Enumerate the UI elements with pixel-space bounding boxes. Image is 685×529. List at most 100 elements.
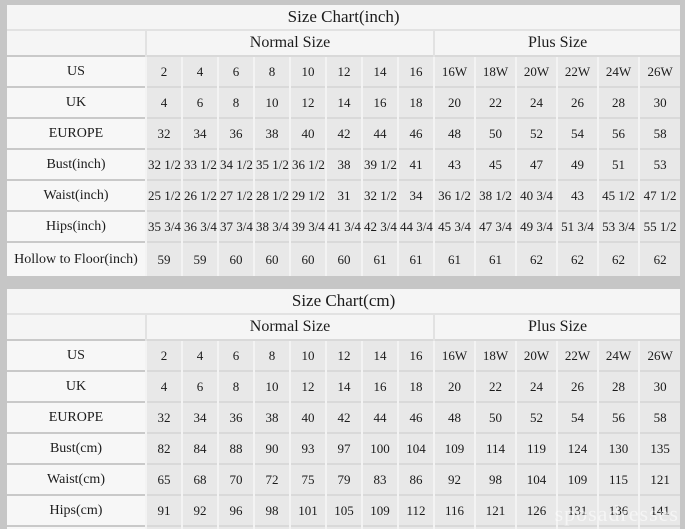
size-cell: 4	[181, 339, 218, 371]
size-cell: 45 3/4	[433, 210, 475, 242]
size-cell: 47	[515, 148, 557, 180]
size-cell: 32 1/2	[361, 179, 398, 211]
row-label-us: US	[7, 55, 146, 87]
size-cell: 16	[397, 339, 434, 371]
size-cell: 6	[181, 370, 218, 402]
size-cell: 26W	[637, 55, 681, 87]
size-cell: 24	[515, 370, 557, 402]
row-label-uk: UK	[7, 370, 146, 402]
size-cell: 93	[289, 432, 326, 464]
size-cell: 58	[637, 117, 681, 149]
size-cell: 14	[325, 86, 362, 118]
size-cell: 8	[217, 370, 254, 402]
corner-cell	[7, 313, 146, 340]
size-cell: 45	[474, 148, 516, 180]
size-cell: 47 3/4	[474, 210, 516, 242]
size-cell: 104	[397, 432, 434, 464]
size-cell: 38 3/4	[253, 210, 290, 242]
size-cell: 38 1/2	[474, 179, 516, 211]
size-cell: 14	[325, 370, 362, 402]
size-cell: 43	[433, 148, 475, 180]
size-cell: 84	[181, 432, 218, 464]
size-cell: 83	[361, 463, 398, 495]
size-cell: 8	[253, 339, 290, 371]
size-cell: 155	[474, 525, 516, 529]
size-cell: 126	[515, 494, 557, 526]
row-label-hollow-to-floor-cm: Hollow to Floor(cm)	[7, 525, 146, 529]
size-cell: 44	[361, 401, 398, 433]
row-label-hips-cm: Hips(cm)	[7, 494, 146, 526]
size-cell: 28	[597, 370, 639, 402]
size-cell: 28	[597, 86, 639, 118]
size-cell: 35 1/2	[253, 148, 290, 180]
row-label-us: US	[7, 339, 146, 371]
size-cell: 22	[474, 86, 516, 118]
size-cell: 158	[597, 525, 639, 529]
size-cell: 20W	[515, 55, 557, 87]
size-cell: 28 1/2	[253, 179, 290, 211]
size-cell: 79	[325, 463, 362, 495]
group-header-normal-size: Normal Size	[145, 313, 434, 340]
size-cell: 35 3/4	[145, 210, 182, 242]
table-title: Size Chart(inch)	[7, 5, 681, 30]
size-cell: 44 3/4	[397, 210, 434, 242]
size-cell: 56	[597, 401, 639, 433]
size-cell: 32	[145, 401, 182, 433]
table-row: EUROPE 32 34 36 38 40 42 44 46 48 50 52 54 56 58	[7, 117, 681, 149]
size-cell: 46	[397, 401, 434, 433]
size-cell: 10	[289, 339, 326, 371]
size-cell: 41 3/4	[325, 210, 362, 242]
size-cell: 60	[325, 241, 362, 276]
size-cell: 18W	[474, 339, 516, 371]
size-cell: 155	[361, 525, 398, 529]
size-cell: 41	[397, 148, 434, 180]
size-cell: 42	[325, 401, 362, 433]
table-title: Size Chart(cm)	[7, 289, 681, 314]
size-cell: 22	[474, 370, 516, 402]
size-cell: 90	[253, 432, 290, 464]
size-cell: 147	[181, 525, 218, 529]
size-cell: 68	[181, 463, 218, 495]
size-cell: 98	[253, 494, 290, 526]
size-cell: 43	[556, 179, 598, 211]
size-cell: 131	[556, 494, 598, 526]
group-header-normal-size: Normal Size	[145, 29, 434, 56]
size-cell: 60	[289, 241, 326, 276]
size-cell: 10	[289, 55, 326, 87]
size-cell: 40	[289, 117, 326, 149]
size-table: Size Chart(inch) Normal Size Plus Size US 2 4…	[7, 5, 681, 276]
size-cell: 92	[181, 494, 218, 526]
size-cell: 152	[325, 525, 362, 529]
size-cell: 59	[181, 241, 218, 276]
table-row: UK 4 6 8 10 12 14 16 18 20 22 24 26 28 30	[7, 86, 681, 118]
table-row: Hollow to Floor(cm)141147150150152152155…	[7, 525, 681, 529]
size-cell: 60	[253, 241, 290, 276]
size-cell: 14	[361, 55, 398, 87]
size-cell: 34	[181, 117, 218, 149]
size-cell: 141	[145, 525, 182, 529]
size-cell: 6	[181, 86, 218, 118]
size-cell: 22W	[556, 339, 598, 371]
size-cell: 61	[361, 241, 398, 276]
size-cell: 40	[289, 401, 326, 433]
size-cell: 32	[145, 117, 182, 149]
size-cell: 150	[253, 525, 290, 529]
size-cell: 54	[556, 401, 598, 433]
size-cell: 119	[515, 432, 557, 464]
size-cell: 158	[556, 525, 598, 529]
size-cell: 61	[397, 241, 434, 276]
table-row: Waist(inch) 25 1/2 26 1/2 27 1/2 28 1/2 29 1/…	[7, 179, 681, 211]
row-label-bust-inch: Bust(inch)	[7, 148, 146, 180]
size-cell: 4	[181, 55, 218, 87]
size-cell: 58	[637, 401, 681, 433]
size-cell: 18W	[474, 55, 516, 87]
size-cell: 135	[637, 432, 681, 464]
size-cell: 47 1/2	[637, 179, 681, 211]
size-cell: 12	[325, 55, 362, 87]
table-row: Bust(cm) 82 84 88 90 93 97 100 104 109 114 119 124 13…	[7, 432, 681, 464]
size-cell: 136	[597, 494, 639, 526]
size-cell: 50	[474, 117, 516, 149]
row-label-uk: UK	[7, 86, 146, 118]
size-cell: 16W	[433, 339, 475, 371]
